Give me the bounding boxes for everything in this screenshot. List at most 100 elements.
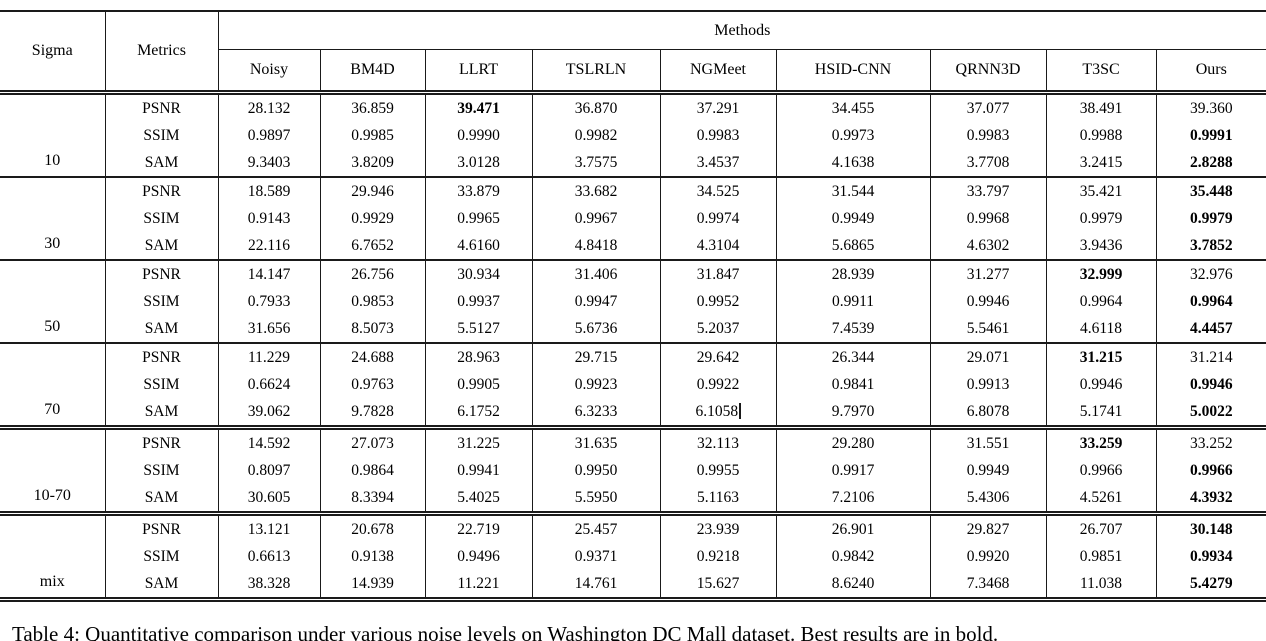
- metric-label: SSIM: [104, 371, 219, 398]
- value-cell: 0.9950: [531, 457, 661, 484]
- value-cell: 30.148: [1155, 513, 1266, 543]
- col-header-sigma: Sigma: [0, 10, 106, 95]
- value-cell: 8.6240: [775, 570, 931, 602]
- value-cell: 0.9853: [319, 288, 426, 315]
- value-cell: 0.9946: [929, 288, 1047, 315]
- value-cell: 32.999: [1045, 260, 1157, 288]
- metric-label: SSIM: [104, 122, 219, 149]
- value-cell: 33.797: [929, 177, 1047, 205]
- table-row-sigma-50-sam: SAM 31.656 8.5073 5.5127 5.6736 5.2037 7.4539 5…: [0, 315, 1266, 344]
- table-row-sigma-10-70-sam: SAM 30.605 8.3394 5.4025 5.5950 5.1163 7.2106 5…: [0, 484, 1266, 516]
- value-cell: 39.062: [217, 398, 321, 430]
- value-cell: 33.252: [1155, 427, 1266, 457]
- value-cell: 4.3104: [659, 232, 777, 261]
- table-row-sigma-10-70-ssim: SSIM 0.8097 0.9864 0.9941 0.9950 0.9955 0.9917…: [0, 457, 1266, 484]
- value-cell: 29.071: [929, 343, 1047, 371]
- value-cell: 0.9911: [775, 288, 931, 315]
- value-cell: 0.9966: [1155, 457, 1266, 484]
- value-cell: 0.9937: [424, 288, 533, 315]
- value-cell: 0.9952: [659, 288, 777, 315]
- value-cell: 23.939: [659, 513, 777, 543]
- table-row-sigma-30-ssim: SSIM 0.9143 0.9929 0.9965 0.9967 0.9974 0.9949…: [0, 205, 1266, 232]
- value-cell: 5.4025: [424, 484, 533, 516]
- value-cell: 39.471: [424, 92, 533, 122]
- value-cell: 22.116: [217, 232, 321, 261]
- value-cell: 11.221: [424, 570, 533, 602]
- value-cell: 34.455: [775, 92, 931, 122]
- value-cell: 0.9841: [775, 371, 931, 398]
- value-cell: 0.9920: [929, 543, 1047, 570]
- value-cell: 9.7970: [775, 398, 931, 430]
- sigma-label: 70: [0, 343, 106, 430]
- value-cell: 26.344: [775, 343, 931, 371]
- value-cell: 36.870: [531, 92, 661, 122]
- value-cell: 26.901: [775, 513, 931, 543]
- value-cell: 0.9947: [531, 288, 661, 315]
- value-cell: 3.7575: [531, 149, 661, 178]
- value-cell: 0.9964: [1045, 288, 1157, 315]
- value-cell: 3.7708: [929, 149, 1047, 178]
- col-header-methods-group: Methods: [217, 10, 1266, 50]
- value-cell: 0.9979: [1045, 205, 1157, 232]
- value-cell: 31.656: [217, 315, 321, 344]
- value-cell: 0.9983: [929, 122, 1047, 149]
- col-header-ours: Ours: [1155, 49, 1266, 95]
- metric-label: PSNR: [104, 513, 219, 543]
- table-row-sigma-10-70-psnr: 10-70 PSNR 14.592 27.073 31.225 31.635 32.113 2…: [0, 427, 1266, 516]
- value-cell: 6.7652: [319, 232, 426, 261]
- col-header-ngmeet: NGMeet: [659, 49, 777, 95]
- value-cell: 4.6118: [1045, 315, 1157, 344]
- value-cell: 6.1752: [424, 398, 533, 430]
- value-cell: 3.9436: [1045, 232, 1157, 261]
- value-cell: 0.9949: [929, 457, 1047, 484]
- value-cell: 33.879: [424, 177, 533, 205]
- value-cell: 32.113: [659, 427, 777, 457]
- table-row-sigma-10-psnr: 10 PSNR 28.132 36.859 39.471 36.870 37.291 34.4…: [0, 92, 1266, 178]
- value-cell: 5.4279: [1155, 570, 1266, 602]
- value-cell: 3.8209: [319, 149, 426, 178]
- value-cell: 25.457: [531, 513, 661, 543]
- value-cell: 28.939: [775, 260, 931, 288]
- value-cell: 4.6160: [424, 232, 533, 261]
- metric-label: PSNR: [104, 260, 219, 288]
- value-cell: 4.4457: [1155, 315, 1266, 344]
- value-cell: 32.976: [1155, 260, 1266, 288]
- value-cell: 9.3403: [217, 149, 321, 178]
- metric-label: PSNR: [104, 427, 219, 457]
- value-cell: 20.678: [319, 513, 426, 543]
- value-cell: 7.3468: [929, 570, 1047, 602]
- value-cell: 26.756: [319, 260, 426, 288]
- value-cell: 30.934: [424, 260, 533, 288]
- metric-label: SSIM: [104, 457, 219, 484]
- metric-label: PSNR: [104, 92, 219, 122]
- table-row-sigma-mix-sam: SAM 38.328 14.939 11.221 14.761 15.627 8.6240 7…: [0, 570, 1266, 602]
- value-cell: 38.491: [1045, 92, 1157, 122]
- value-cell: 0.9842: [775, 543, 931, 570]
- table-row-sigma-30-sam: SAM 22.116 6.7652 4.6160 4.8418 4.3104 5.6865 4…: [0, 232, 1266, 261]
- value-cell: 0.9990: [424, 122, 533, 149]
- value-cell: 31.215: [1045, 343, 1157, 371]
- value-cell: 0.9949: [775, 205, 931, 232]
- value-cell: 7.2106: [775, 484, 931, 516]
- table-row-sigma-mix-ssim: SSIM 0.6613 0.9138 0.9496 0.9371 0.9218 0.9842…: [0, 543, 1266, 570]
- metric-label: SAM: [104, 232, 219, 261]
- value-cell: 8.3394: [319, 484, 426, 516]
- paper-page: Sigma Metrics Methods Noisy BM4D LLRT TSLRL…: [0, 10, 1266, 641]
- value-cell: 31.225: [424, 427, 533, 457]
- value-cell: 14.761: [531, 570, 661, 602]
- metric-label: SAM: [104, 315, 219, 344]
- value-cell: 0.9964: [1155, 288, 1266, 315]
- value-cell: 27.073: [319, 427, 426, 457]
- metric-label: SAM: [104, 149, 219, 178]
- value-cell: 4.3932: [1155, 484, 1266, 516]
- table-row-sigma-70-psnr: 70 PSNR 11.229 24.688 28.963 29.715 29.642 26.3…: [0, 343, 1266, 430]
- value-cell: 0.8097: [217, 457, 321, 484]
- value-cell: 13.121: [217, 513, 321, 543]
- value-cell: 14.147: [217, 260, 321, 288]
- col-header-tslrln: TSLRLN: [531, 49, 661, 95]
- value-cell: 0.9968: [929, 205, 1047, 232]
- value-cell: 6.1058: [659, 398, 777, 430]
- value-cell: 0.9966: [1045, 457, 1157, 484]
- value-cell: 14.939: [319, 570, 426, 602]
- sigma-label: 50: [0, 260, 106, 344]
